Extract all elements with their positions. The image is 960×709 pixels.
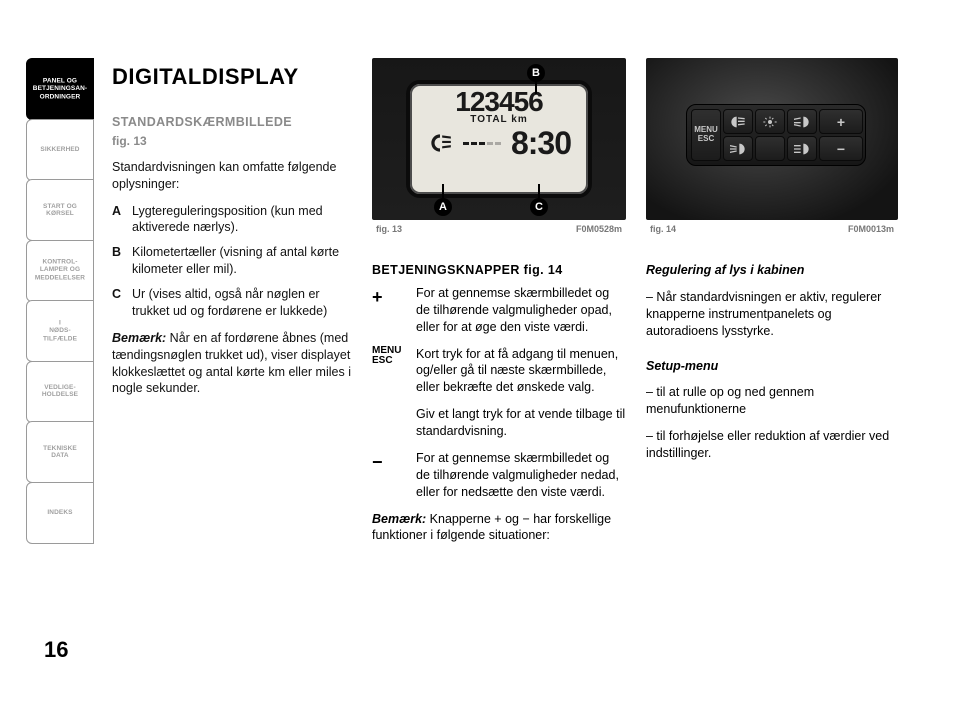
def-row: B Kilometertæller (visning af antal kørt… — [112, 244, 354, 278]
menu-esc-button: MENU ESC — [691, 109, 721, 161]
minus-button: − — [819, 136, 863, 161]
clock-value: 8:30 — [511, 127, 571, 159]
def-key: A — [112, 203, 132, 237]
def-key: B — [112, 244, 132, 278]
callout-a: A — [434, 198, 452, 216]
column-3-text: Regulering af lys i kabinen – Når standa… — [646, 262, 898, 472]
figure-code: F0M0013m — [848, 224, 894, 234]
tab-tekniske[interactable]: TEKNISKE DATA — [26, 421, 94, 483]
col3-p2: – til at rulle op og ned gennem menufunk… — [646, 384, 898, 418]
column-1: DIGITALDISPLAY STANDARDSKÆRMBILLEDE fig.… — [112, 62, 354, 407]
blank-button — [755, 136, 785, 161]
tab-noed[interactable]: I NØDS- TILFÆLDE — [26, 300, 94, 362]
def-row: A Lygtereguleringsposition (kun med akti… — [112, 203, 354, 237]
figure-14: + MENU ESC − fig. 14 F0M0013m — [646, 58, 898, 238]
tab-label: KONTROL- LAMPER OG MEDDELELSER — [35, 259, 85, 283]
callout-b: B — [527, 64, 545, 82]
col3-h2: Setup-menu — [646, 359, 718, 373]
button-function-list: + For at gennemse skærmbilledet og de ti… — [372, 285, 626, 501]
figure-13: B 123456 TOTAL km 8:30 A C — [372, 58, 626, 238]
odometer-label: TOTAL km — [470, 114, 527, 125]
page-number: 16 — [44, 637, 68, 663]
tab-label: INDEKS — [47, 509, 72, 517]
level-bars-icon — [463, 142, 501, 145]
bemaerk-label: Bemærk: — [112, 331, 166, 345]
bemaerk-label: Bemærk: — [372, 512, 426, 526]
section-fig-ref: fig. 13 — [112, 133, 354, 149]
figure-caption: fig. 14 F0M0013m — [646, 220, 898, 234]
plus-button: + — [819, 109, 863, 134]
tab-start[interactable]: START OG KØRSEL — [26, 179, 94, 241]
btn-row: MENU ESC Kort tryk for at få adgang til … — [372, 346, 626, 397]
callout-line — [538, 184, 540, 198]
def-val: Lygtereguleringsposition (kun med aktive… — [132, 203, 354, 237]
tab-panel[interactable]: PANEL OG BETJENINGSAN- ORDNINGER — [26, 58, 94, 120]
menu-label: MENU ESC — [694, 126, 718, 144]
side-tabs: PANEL OG BETJENINGSAN- ORDNINGER SIKKERH… — [26, 58, 94, 542]
tab-kontrol[interactable]: KONTROL- LAMPER OG MEDDELELSER — [26, 240, 94, 302]
tab-label: SIKKERHED — [40, 146, 79, 154]
btn-key-plus: + — [372, 285, 416, 336]
tab-label: START OG KØRSEL — [43, 202, 77, 218]
btn-row: − For at gennemse skærmbilledet og de ti… — [372, 450, 626, 501]
btn-val: Kort tryk for at få adgang til menuen, o… — [416, 346, 626, 397]
headlamp-icon — [427, 130, 453, 156]
btn-row: Giv et langt tryk for at vende tilbage t… — [372, 406, 626, 440]
callout-line — [535, 82, 537, 94]
tab-indeks[interactable]: INDEKS — [26, 482, 94, 544]
btn-key-blank — [372, 406, 416, 440]
tab-label: TEKNISKE DATA — [43, 444, 77, 460]
def-row: C Ur (vises altid, også når nøglen er tr… — [112, 286, 354, 320]
btn-val: For at gennemse skærmbilledet og de tilh… — [416, 285, 626, 336]
minus-label: − — [837, 141, 845, 157]
col3-h1: Regulering af lys i kabinen — [646, 263, 804, 277]
def-val: Kilometertæller (visning af antal kørte … — [132, 244, 354, 278]
intro-text: Standardvisningen kan omfatte følgende o… — [112, 159, 354, 193]
highbeam-icon — [787, 136, 817, 161]
btn-row: + For at gennemse skærmbilledet og de ti… — [372, 285, 626, 336]
section-subhead: STANDARDSKÆRMBILLEDE — [112, 114, 354, 131]
page-title: DIGITALDISPLAY — [112, 62, 354, 92]
figure-number: fig. 14 — [650, 224, 676, 234]
col3-p1: – Når standardvisningen er aktiv, regule… — [646, 289, 898, 340]
controls-heading: BETJENINGSKNAPPER fig. 14 — [372, 262, 626, 279]
tab-vedlige[interactable]: VEDLIGE- HOLDELSE — [26, 361, 94, 423]
figure-number: fig. 13 — [376, 224, 402, 234]
tab-label: PANEL OG BETJENINGSAN- ORDNINGER — [33, 77, 87, 101]
odometer-value: 123456 — [455, 88, 542, 116]
def-val: Ur (vises altid, også når nøglen er truk… — [132, 286, 354, 320]
figure-code: F0M0528m — [576, 224, 622, 234]
figure-14-photo: + MENU ESC − — [646, 58, 898, 220]
callout-c: C — [530, 198, 548, 216]
tab-label: VEDLIGE- HOLDELSE — [42, 384, 78, 400]
figure-13-photo: B 123456 TOTAL km 8:30 A C — [372, 58, 626, 220]
btn-val: For at gennemse skærmbilledet og de tilh… — [416, 450, 626, 501]
front-fog-icon — [723, 109, 753, 134]
figure-caption: fig. 13 F0M0528m — [372, 220, 626, 234]
tab-sikkerhed[interactable]: SIKKERHED — [26, 119, 94, 181]
plus-label: + — [837, 114, 845, 130]
column-2-text: BETJENINGSKNAPPER fig. 14 + For at genne… — [372, 262, 626, 554]
btn-val: Giv et langt tryk for at vende tilbage t… — [416, 406, 626, 440]
definition-list: A Lygtereguleringsposition (kun med akti… — [112, 203, 354, 320]
lcd-display: 123456 TOTAL km 8:30 — [406, 80, 592, 198]
col3-p3: – til forhøjelse eller reduktion af værd… — [646, 428, 898, 462]
note-text: Bemærk: Når en af fordørene åbnes (med t… — [112, 330, 354, 398]
lowbeam-icon — [787, 109, 817, 134]
tab-label: I NØDS- TILFÆLDE — [43, 319, 77, 343]
col2-note: Bemærk: Knapperne + og − har forskellige… — [372, 511, 626, 545]
callout-line — [442, 184, 444, 198]
btn-key-menu: MENU ESC — [372, 346, 416, 397]
sidelight-icon — [755, 109, 785, 134]
def-key: C — [112, 286, 132, 320]
button-panel: + MENU ESC − — [686, 104, 866, 166]
btn-key-minus: − — [372, 450, 416, 501]
rear-fog-icon — [723, 136, 753, 161]
